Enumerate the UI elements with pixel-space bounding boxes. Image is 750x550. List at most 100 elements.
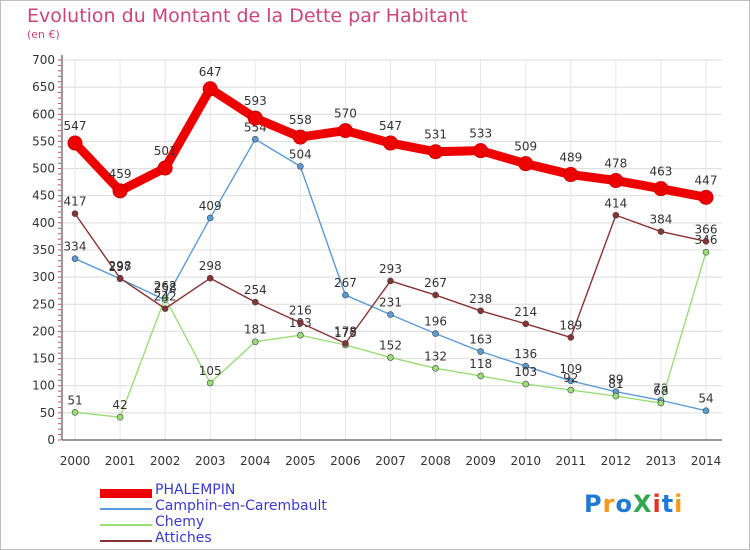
data-point <box>473 143 489 159</box>
data-label: 366 <box>695 222 718 236</box>
data-point <box>567 377 575 385</box>
data-point <box>518 156 534 172</box>
y-tick-label: 600 <box>32 107 55 121</box>
x-tick-label: 2006 <box>330 454 361 468</box>
data-point <box>383 135 398 151</box>
data-point <box>702 238 710 245</box>
data-label: 136 <box>514 347 537 361</box>
y-tick-label: 500 <box>32 162 55 176</box>
legend-swatch <box>100 540 152 542</box>
data-label: 81 <box>608 377 623 391</box>
data-point <box>387 354 394 361</box>
data-label: 298 <box>109 259 132 273</box>
data-label: 109 <box>559 362 582 376</box>
y-tick-label: 250 <box>32 297 55 311</box>
data-point <box>337 123 353 139</box>
data-label: 504 <box>289 147 312 161</box>
logo-letter: r <box>602 490 616 518</box>
data-point <box>297 331 304 339</box>
x-tick-label: 2000 <box>60 454 91 468</box>
data-label: 409 <box>199 199 222 213</box>
x-tick-label: 2009 <box>465 454 496 468</box>
data-label: 92 <box>563 371 578 385</box>
data-label: 258 <box>154 281 177 295</box>
data-point <box>563 167 579 183</box>
legend-label: Chemy <box>155 514 205 530</box>
data-point <box>251 338 259 346</box>
y-tick-label: 550 <box>32 134 55 148</box>
y-tick-label: 350 <box>32 243 55 257</box>
data-label: 293 <box>379 262 402 276</box>
y-tick-label: 300 <box>32 270 55 284</box>
data-point <box>116 413 124 421</box>
y-tick-label: 0 <box>47 433 55 447</box>
data-point <box>432 291 439 299</box>
data-point <box>297 163 304 170</box>
data-label: 242 <box>154 290 177 304</box>
data-label: 105 <box>199 364 222 378</box>
x-tick-label: 2010 <box>510 454 541 468</box>
x-tick-label: 2005 <box>285 454 316 468</box>
data-label: 593 <box>244 94 267 108</box>
data-label: 533 <box>469 127 492 141</box>
y-tick-label: 700 <box>32 53 55 67</box>
data-point <box>522 362 530 370</box>
legend-swatch <box>100 489 152 498</box>
proxiti-logo: ProXiti <box>584 490 683 518</box>
x-tick-label: 2008 <box>420 454 451 468</box>
x-tick-label: 2002 <box>150 454 181 468</box>
data-label: 214 <box>514 305 537 319</box>
data-point <box>116 274 124 282</box>
data-point <box>161 294 169 302</box>
legend-label: PHALEMPIN <box>155 482 236 498</box>
data-point <box>522 320 530 328</box>
data-point <box>612 392 620 400</box>
data-label: 132 <box>424 349 447 363</box>
x-tick-label: 2013 <box>646 454 677 468</box>
x-tick-label: 2014 <box>691 454 722 468</box>
data-label: 478 <box>604 157 627 171</box>
data-label: 547 <box>64 119 87 133</box>
data-label: 231 <box>379 296 402 310</box>
data-point <box>251 135 259 143</box>
data-label: 334 <box>64 240 87 254</box>
data-label: 216 <box>289 304 312 318</box>
data-label: 42 <box>112 398 127 412</box>
y-tick-label: 450 <box>32 189 55 203</box>
data-label: 489 <box>559 151 582 165</box>
x-tick-label: 2004 <box>240 454 271 468</box>
logo-letter: t <box>661 490 675 518</box>
data-label: 51 <box>67 393 82 407</box>
data-point <box>202 81 218 97</box>
data-label: 68 <box>653 384 668 398</box>
legend-label: Camphin-en-Carembault <box>155 498 327 514</box>
data-point <box>292 129 308 145</box>
data-label: 196 <box>424 315 447 329</box>
data-label: 463 <box>649 165 672 179</box>
logo-letter: X <box>632 490 653 518</box>
data-point <box>161 305 169 312</box>
data-label: 647 <box>199 65 222 79</box>
data-label: 254 <box>244 283 267 297</box>
data-label: 118 <box>469 357 492 371</box>
chart-title: Evolution du Montant de la Dette par Hab… <box>27 5 468 27</box>
data-point <box>157 160 173 176</box>
data-label: 547 <box>379 119 402 133</box>
data-label: 501 <box>154 144 177 158</box>
data-label: 189 <box>559 318 582 332</box>
data-label: 267 <box>424 276 447 290</box>
x-tick-label: 2011 <box>556 454 587 468</box>
logo-letter: i <box>652 490 662 518</box>
logo-letter: P <box>584 490 603 518</box>
data-label: 262 <box>154 279 177 293</box>
data-point <box>702 407 710 414</box>
data-label: 417 <box>64 195 87 209</box>
data-point <box>247 110 263 126</box>
y-tick-label: 650 <box>32 80 55 94</box>
data-point <box>206 214 214 222</box>
data-label: 558 <box>289 113 312 127</box>
data-label: 163 <box>469 333 492 347</box>
x-tick-label: 2007 <box>375 454 406 468</box>
data-label: 54 <box>698 392 713 406</box>
data-point <box>206 274 214 282</box>
